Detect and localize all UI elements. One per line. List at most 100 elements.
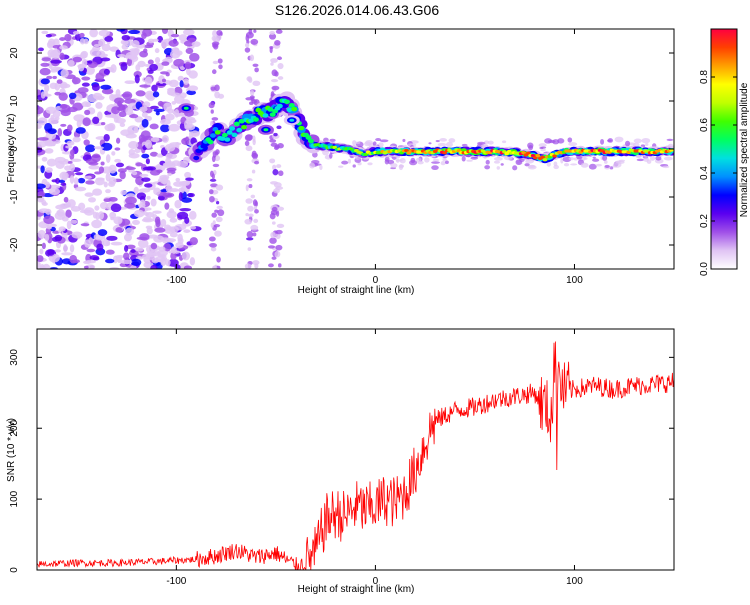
noise-speckle bbox=[100, 122, 106, 126]
noise-speckle bbox=[448, 138, 456, 143]
noise-speckle bbox=[604, 164, 610, 168]
noise-speckle bbox=[61, 151, 73, 155]
x-tick-label: -100 bbox=[166, 275, 186, 286]
noise-speckle bbox=[47, 49, 56, 58]
ridge-mark bbox=[263, 128, 269, 132]
spectrogram-x-axis-label: Height of straight line (km) bbox=[298, 285, 415, 296]
noise-speckle bbox=[100, 57, 111, 62]
noise-speckle bbox=[161, 61, 170, 66]
noise-speckle bbox=[211, 212, 217, 218]
noise-speckle bbox=[183, 265, 192, 269]
noise-speckle bbox=[55, 177, 60, 184]
noise-speckle bbox=[44, 148, 54, 154]
noise-speckle bbox=[161, 78, 167, 83]
noise-speckle bbox=[160, 39, 168, 49]
x-tick-label: -100 bbox=[166, 576, 186, 587]
noise-speckle bbox=[395, 159, 403, 162]
noise-speckle bbox=[154, 216, 161, 225]
noise-speckle bbox=[244, 140, 250, 147]
colorbar-tick-label: 0.8 bbox=[699, 70, 710, 84]
noise-speckle bbox=[625, 140, 631, 147]
noise-speckle bbox=[165, 259, 171, 267]
noise-speckle bbox=[583, 157, 588, 160]
noise-speckle bbox=[43, 215, 55, 225]
noise-speckle bbox=[137, 60, 146, 68]
noise-speckle bbox=[250, 38, 259, 45]
noise-speckle bbox=[645, 143, 649, 146]
noise-speckle bbox=[246, 178, 253, 182]
noise-speckle bbox=[103, 133, 110, 142]
noise-speckle bbox=[187, 37, 196, 42]
noise-speckle bbox=[146, 195, 151, 200]
noise-speckle bbox=[37, 141, 47, 148]
noise-speckle bbox=[67, 60, 75, 67]
noise-speckle bbox=[662, 165, 670, 169]
colorbar-label: Normalized spectral amplitude bbox=[739, 82, 750, 217]
noise-speckle bbox=[254, 200, 258, 207]
noise-speckle bbox=[244, 263, 252, 269]
noise-speckle bbox=[41, 202, 48, 206]
noise-speckle bbox=[175, 177, 181, 182]
noise-speckle bbox=[72, 136, 81, 143]
noise-speckle bbox=[54, 234, 63, 242]
noise-speckle bbox=[165, 185, 173, 193]
noise-speckle bbox=[140, 130, 151, 140]
noise-speckle bbox=[78, 202, 86, 211]
ridge-mark bbox=[214, 130, 221, 135]
noise-speckle bbox=[124, 166, 136, 170]
noise-speckle bbox=[444, 160, 449, 165]
x-tick-label: 100 bbox=[566, 576, 583, 587]
noise-speckle bbox=[101, 88, 114, 95]
noise-speckle bbox=[149, 63, 159, 72]
noise-speckle bbox=[270, 91, 275, 97]
noise-speckle bbox=[186, 90, 196, 96]
noise-speckle bbox=[65, 201, 71, 208]
noise-speckle bbox=[270, 231, 276, 239]
noise-speckle bbox=[254, 67, 259, 73]
noise-speckle bbox=[135, 176, 144, 186]
noise-speckle bbox=[114, 147, 121, 151]
snr-series-line bbox=[37, 341, 674, 570]
noise-speckle bbox=[135, 162, 144, 167]
noise-speckle bbox=[126, 57, 132, 67]
noise-speckle bbox=[247, 247, 252, 252]
noise-speckle bbox=[595, 163, 602, 167]
noise-speckle bbox=[245, 145, 253, 152]
y-tick-label: 0 bbox=[9, 146, 20, 152]
noise-speckle bbox=[69, 175, 75, 184]
noise-speckle bbox=[568, 157, 575, 161]
noise-speckle bbox=[40, 62, 50, 67]
noise-speckle bbox=[150, 198, 157, 207]
noise-speckle bbox=[59, 37, 66, 41]
noise-speckle bbox=[275, 244, 283, 251]
noise-speckle bbox=[49, 82, 58, 89]
noise-speckle bbox=[272, 164, 277, 171]
noise-speckle bbox=[208, 236, 216, 242]
noise-speckle bbox=[446, 141, 453, 148]
noise-speckle bbox=[189, 257, 196, 266]
ridge-mark bbox=[193, 155, 200, 161]
noise-speckle bbox=[154, 57, 161, 64]
noise-speckle bbox=[248, 213, 254, 218]
noise-speckle bbox=[144, 76, 153, 86]
noise-speckle bbox=[215, 200, 220, 205]
noise-speckle bbox=[461, 155, 466, 162]
noise-speckle bbox=[109, 266, 120, 269]
noise-speckle bbox=[177, 233, 183, 242]
noise-speckle bbox=[367, 162, 373, 166]
noise-speckle bbox=[249, 95, 255, 99]
noise-speckle bbox=[272, 169, 279, 176]
noise-speckle bbox=[309, 162, 316, 169]
noise-speckle bbox=[276, 206, 285, 211]
noise-speckle bbox=[40, 165, 45, 174]
noise-speckle bbox=[580, 162, 589, 168]
noise-speckle bbox=[254, 209, 259, 214]
noise-speckle bbox=[113, 97, 125, 105]
colorbar: 0.0 0.2 0.4 0.6 0.8 bbox=[699, 28, 738, 276]
noise-speckle bbox=[188, 70, 198, 79]
noise-speckle bbox=[216, 29, 223, 36]
noise-speckle bbox=[37, 261, 41, 269]
noise-speckle bbox=[135, 256, 144, 260]
noise-speckle bbox=[156, 250, 169, 257]
